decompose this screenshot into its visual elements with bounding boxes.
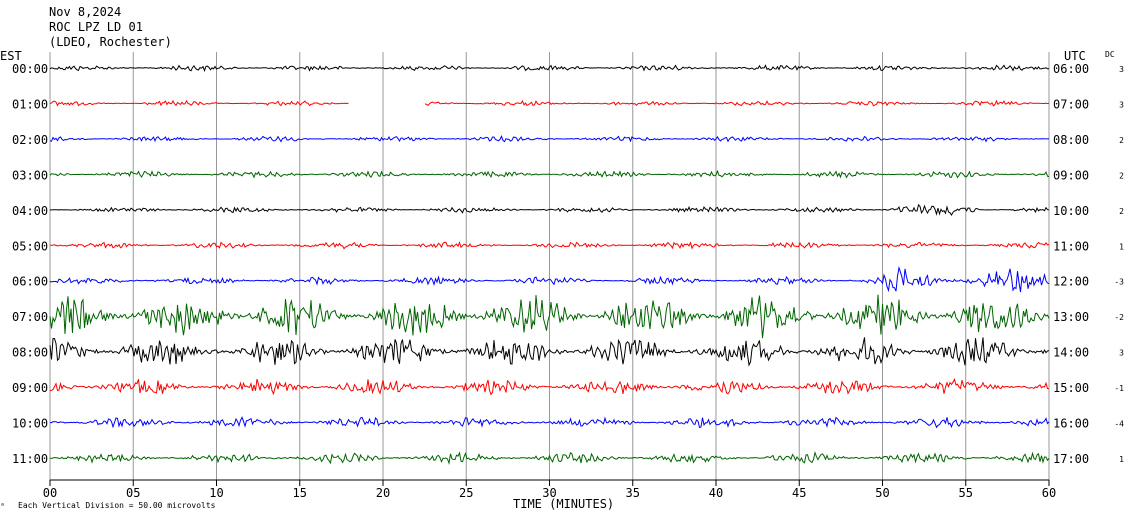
trace-line (49, 378, 1050, 396)
x-tick-label: 55 (959, 486, 973, 500)
trace-line (49, 337, 1050, 367)
est-hour-label: 07:00 (12, 310, 48, 324)
est-hour-label: 06:00 (12, 275, 48, 289)
utc-hour-label: 11:00 (1053, 239, 1089, 253)
utc-hour-label: 15:00 (1053, 381, 1089, 395)
seismic-traces (49, 64, 1050, 466)
station-label: ROC LPZ LD 01 (49, 20, 143, 34)
dc-offset-label: 2 (1119, 207, 1124, 216)
dc-offset-label: 2 (1119, 136, 1124, 145)
trace-line (49, 169, 1050, 179)
est-hour-label: 10:00 (12, 417, 48, 431)
est-hour-label: 04:00 (12, 204, 48, 218)
trace-line (49, 294, 1050, 339)
est-hour-label: 11:00 (12, 452, 48, 466)
x-tick-label: 60 (1042, 486, 1056, 500)
x-tick-label: 30 (542, 486, 556, 500)
dc-offset-label: 1 (1119, 242, 1124, 251)
utc-hour-label: 10:00 (1053, 204, 1089, 218)
utc-hour-label: 09:00 (1053, 168, 1089, 182)
est-hour-label: 05:00 (12, 239, 48, 253)
dc-offset-label: -4 (1114, 420, 1124, 429)
dc-offset-label: 3 (1119, 65, 1124, 74)
est-hour-label: 09:00 (12, 381, 48, 395)
dc-offset-label: 1 (1119, 455, 1124, 464)
est-hour-label: 03:00 (12, 168, 48, 182)
utc-hour-label: 16:00 (1053, 417, 1089, 431)
est-hour-label: 02:00 (12, 133, 48, 147)
utc-hour-label: 06:00 (1053, 62, 1089, 76)
x-tick-label: 35 (626, 486, 640, 500)
trace-line (49, 135, 1049, 143)
row-labels: 00:00 06:00 3 01:00 07:00 3 02:00 08:00 2 03:00 09… (12, 62, 1124, 466)
utc-hour-label: 17:00 (1053, 452, 1089, 466)
trace-line (49, 416, 1050, 429)
trace-line (49, 64, 1049, 73)
x-tick-label: 05 (126, 486, 140, 500)
est-hour-label: 08:00 (12, 346, 48, 360)
est-hour-label: 00:00 (12, 62, 48, 76)
est-hour-label: 01:00 (12, 97, 48, 111)
dc-offset-label: 2 (1119, 171, 1124, 180)
x-tick-label: 40 (709, 486, 723, 500)
trace-line (49, 99, 1050, 107)
utc-hour-label: 14:00 (1053, 346, 1089, 360)
dc-header-label: DC (1105, 50, 1115, 59)
trace-line (49, 265, 1050, 293)
x-tick-label: 10 (209, 486, 223, 500)
right-timezone-label: UTC (1064, 49, 1086, 63)
dc-offset-label: 3 (1119, 100, 1124, 109)
x-tick-label: 50 (875, 486, 889, 500)
trace-line (49, 450, 1050, 466)
dc-offset-label: 3 (1119, 349, 1124, 358)
network-label: (LDEO, Rochester) (49, 35, 172, 49)
date-label: Nov 8,2024 (49, 5, 121, 19)
left-timezone-label: EST (0, 49, 22, 63)
trace-line (49, 241, 1050, 250)
x-tick-label: 20 (376, 486, 390, 500)
trace-line (49, 203, 1050, 216)
x-axis-label: TIME (MINUTES) (513, 497, 614, 511)
dc-offset-label: -3 (1114, 278, 1124, 287)
x-tick-label: 45 (792, 486, 806, 500)
x-tick-label: 00 (43, 486, 57, 500)
x-tick-label: 25 (459, 486, 473, 500)
utc-hour-label: 12:00 (1053, 275, 1089, 289)
scale-note-text: Each Vertical Division = 50.00 microvolt… (18, 501, 216, 510)
dc-offset-label: -1 (1114, 384, 1124, 393)
utc-hour-label: 08:00 (1053, 133, 1089, 147)
utc-hour-label: 13:00 (1053, 310, 1089, 324)
dc-offset-label: -2 (1114, 313, 1124, 322)
x-axis-ticks: 00 05 10 15 20 25 30 35 40 45 50 55 60 (43, 480, 1056, 500)
x-tick-label: 15 (293, 486, 307, 500)
scale-note: ᵃ Each Vertical Division = 50.00 microvo… (0, 501, 216, 510)
scale-note-icon: ᵃ (0, 501, 5, 510)
vertical-grid (49, 52, 1050, 481)
utc-hour-label: 07:00 (1053, 97, 1089, 111)
